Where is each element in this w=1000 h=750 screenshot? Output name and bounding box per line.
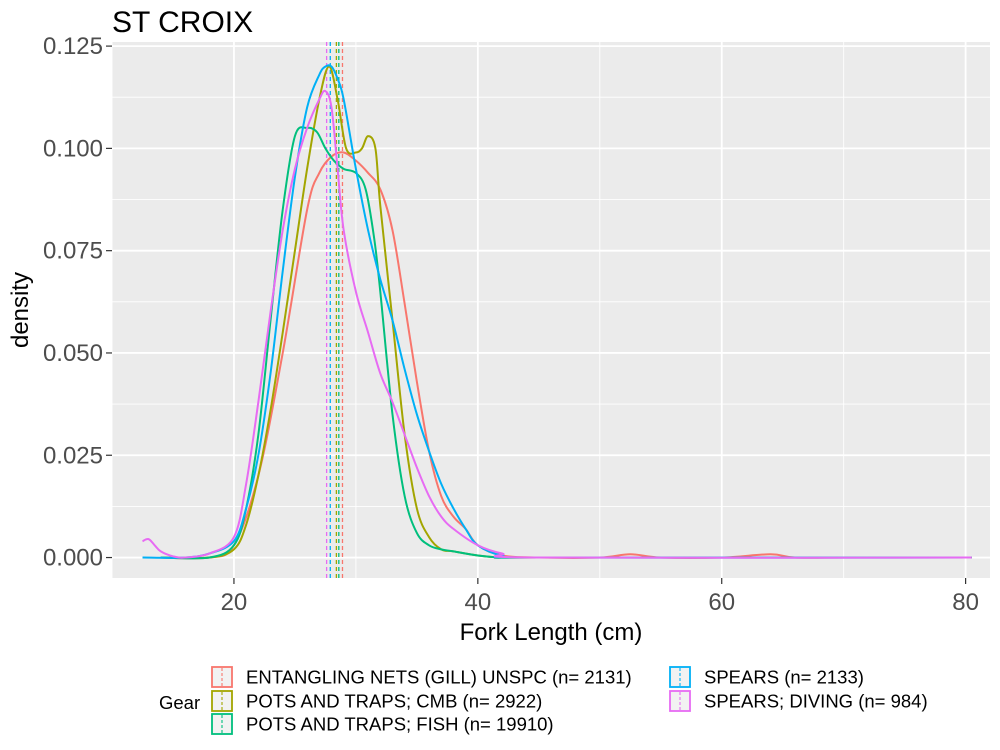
legend-key-box [211,690,233,712]
density-curves [142,64,972,560]
legend-label: POTS AND TRAPS; FISH (n= 19910) [246,714,554,735]
mean-lines [325,42,344,578]
density-curve-3 [160,126,972,560]
y-tick-label: 0.050 [43,340,103,367]
x-tick-label: 40 [464,589,491,616]
legend-title: Gear [159,692,200,713]
legend-label: POTS AND TRAPS; CMB (n= 2922) [246,691,542,712]
legend-label: ENTANGLING NETS (GILL) UNSPC (n= 2131) [246,667,632,688]
y-tick-label: 0.025 [43,442,103,469]
legend-key-box [669,666,691,688]
density-curve-5 [142,89,972,559]
legend-key-box [211,713,233,735]
y-tick-label: 0.125 [43,33,103,60]
x-tick-label: 80 [952,589,979,616]
y-axis-title: density [7,272,34,348]
x-axis: 20 40 60 80 [221,578,979,616]
minor-gridlines [111,42,990,578]
legend-key-box [211,666,233,688]
y-axis: 0.000 0.025 0.050 0.075 0.100 0.125 [43,33,112,572]
y-tick-label: 0.000 [43,545,103,572]
legend-label: SPEARS (n= 2133) [704,667,864,688]
legend-label: SPEARS; DIVING (n= 984) [704,691,928,712]
legend: Gear ENTANGLING NETS (GILL) UNSPC (n= 21… [159,666,928,735]
x-axis-title: Fork Length (cm) [460,619,643,646]
density-curve-4 [142,64,972,559]
chart-title: ST CROIX [112,6,253,39]
x-tick-label: 20 [221,589,248,616]
y-tick-label: 0.100 [43,135,103,162]
x-tick-label: 60 [708,589,735,616]
y-tick-label: 0.075 [43,238,103,265]
legend-key-box [669,690,691,712]
